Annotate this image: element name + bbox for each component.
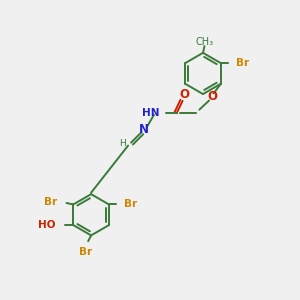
Text: H: H xyxy=(119,139,126,148)
Text: HN: HN xyxy=(142,108,159,118)
Text: Br: Br xyxy=(79,247,92,257)
Text: Br: Br xyxy=(236,58,249,68)
Text: Br: Br xyxy=(124,200,137,209)
Text: Br: Br xyxy=(44,196,57,206)
Text: CH₃: CH₃ xyxy=(195,37,214,46)
Text: HO: HO xyxy=(38,220,55,230)
Text: O: O xyxy=(207,91,217,103)
Text: O: O xyxy=(179,88,189,101)
Text: N: N xyxy=(139,123,149,136)
